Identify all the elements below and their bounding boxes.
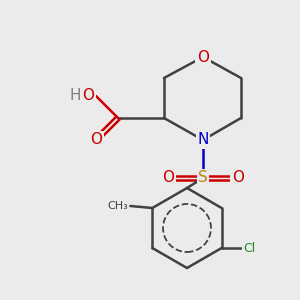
Text: Cl: Cl [244,242,256,254]
Text: O: O [197,50,209,64]
Text: H: H [69,88,81,104]
Text: O: O [82,88,94,104]
Text: O: O [232,170,244,185]
Text: O: O [90,133,102,148]
Text: O: O [162,170,174,185]
Text: S: S [198,170,208,185]
Text: N: N [197,133,209,148]
Text: CH₃: CH₃ [108,201,128,211]
